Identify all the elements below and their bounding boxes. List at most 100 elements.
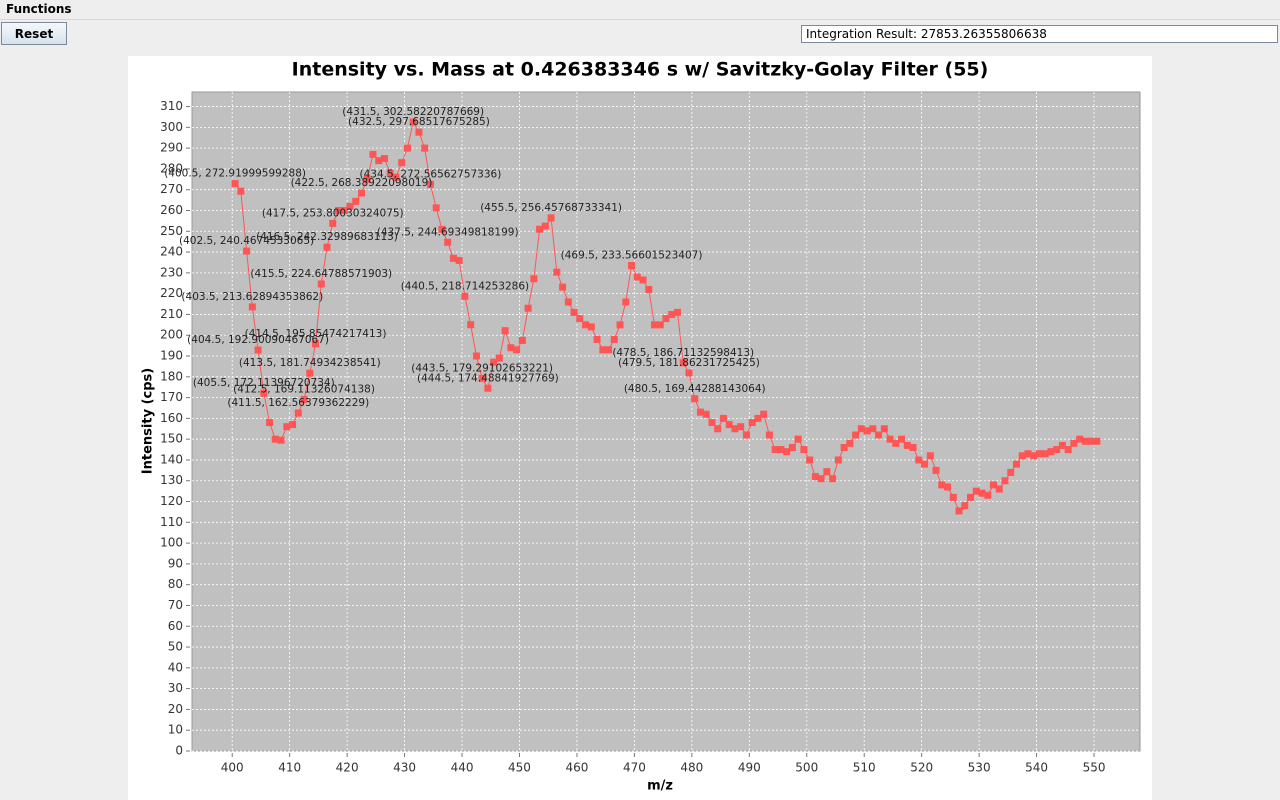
y-tick-label: 270	[160, 182, 183, 196]
data-point	[369, 150, 377, 158]
data-point	[961, 502, 969, 510]
data-point	[921, 460, 929, 468]
data-point	[903, 441, 911, 449]
data-point	[978, 489, 986, 497]
y-tick-label: 170	[160, 390, 183, 404]
data-point	[1018, 452, 1026, 460]
data-label: (455.5, 256.45768733341)	[480, 202, 622, 214]
data-point	[271, 435, 279, 443]
data-point	[507, 344, 515, 352]
data-label: (444.5, 174.48841927769)	[417, 372, 559, 384]
data-point	[1076, 435, 1084, 443]
data-point	[811, 473, 819, 481]
data-point	[599, 346, 607, 354]
data-point	[967, 493, 975, 501]
data-point	[725, 421, 733, 429]
data-point	[1053, 446, 1061, 454]
data-label: (417.5, 253.80030324075)	[262, 207, 404, 219]
data-point	[605, 346, 613, 354]
data-point	[817, 475, 825, 483]
data-point	[593, 335, 601, 343]
data-point	[651, 321, 659, 329]
data-point	[938, 481, 946, 489]
data-point	[1007, 468, 1015, 476]
data-point	[536, 225, 544, 233]
data-point	[564, 298, 572, 306]
y-tick-label: 150	[160, 432, 183, 446]
data-point	[875, 431, 883, 439]
data-point	[748, 419, 756, 427]
data-point	[633, 273, 641, 281]
data-point	[685, 369, 693, 377]
data-point	[386, 169, 394, 177]
y-tick-label: 240	[160, 245, 183, 259]
data-point	[294, 409, 302, 417]
data-point	[995, 485, 1003, 493]
plot-area	[191, 91, 1141, 752]
data-point	[1041, 450, 1049, 458]
x-tick-label: 500	[795, 761, 818, 775]
data-point	[317, 280, 325, 288]
data-point	[1064, 446, 1072, 454]
data-label: (478.5, 186.71132598413)	[612, 347, 754, 359]
data-point	[461, 292, 469, 300]
data-point	[398, 159, 406, 167]
data-point	[852, 431, 860, 439]
data-label: (400.5, 272.91999599288)	[164, 168, 306, 180]
y-tick-label: 0	[175, 744, 183, 758]
y-tick-label: 190	[160, 349, 183, 363]
data-point	[547, 214, 555, 222]
x-tick-label: 450	[508, 761, 531, 775]
data-point	[403, 144, 411, 152]
x-tick-label: 520	[910, 761, 933, 775]
data-point	[656, 321, 664, 329]
data-point	[840, 443, 848, 451]
reset-button[interactable]: Reset	[1, 22, 67, 45]
data-point	[737, 423, 745, 431]
chart-title: Intensity vs. Mass at 0.426383346 s w/ S…	[292, 59, 989, 81]
x-tick-label: 510	[853, 761, 876, 775]
data-point	[266, 419, 274, 427]
data-label: (434.5, 272.56562757336)	[360, 168, 502, 180]
data-point	[777, 446, 785, 454]
data-point	[1087, 437, 1095, 445]
data-point	[1035, 450, 1043, 458]
data-point	[576, 315, 584, 323]
data-point	[645, 285, 653, 293]
data-point	[955, 507, 963, 515]
data-point	[1058, 441, 1066, 449]
data-point	[1070, 439, 1078, 447]
data-point	[696, 408, 704, 416]
y-tick-label: 60	[168, 619, 183, 633]
y-tick-label: 130	[160, 473, 183, 487]
data-point	[771, 446, 779, 454]
data-point	[1047, 448, 1055, 456]
data-label: (413.5, 181.74934238541)	[239, 357, 381, 369]
integration-result-field[interactable]: Integration Result: 27853.26355806638	[801, 25, 1278, 43]
data-point	[283, 423, 291, 431]
data-point	[806, 456, 814, 464]
data-point	[357, 189, 365, 197]
data-point	[829, 475, 837, 483]
data-label: (402.5, 240.4674533065)	[179, 235, 314, 247]
data-point	[898, 435, 906, 443]
data-point	[312, 340, 320, 348]
data-point	[541, 222, 549, 230]
data-point	[628, 261, 636, 269]
data-point	[375, 157, 383, 165]
y-tick-label: 80	[168, 577, 183, 591]
data-point	[794, 435, 802, 443]
x-axis-label: m/z	[647, 779, 673, 794]
data-point	[984, 491, 992, 499]
data-point	[662, 315, 670, 323]
y-tick-label: 300	[160, 120, 183, 134]
data-point	[915, 456, 923, 464]
x-tick-label: 440	[451, 761, 474, 775]
menu-functions[interactable]: Functions	[6, 2, 72, 16]
y-tick-label: 200	[160, 328, 183, 342]
data-label: (432.5, 297.68517675285)	[348, 116, 490, 128]
y-tick-label: 280	[160, 161, 183, 175]
data-point	[449, 254, 457, 262]
data-point	[886, 435, 894, 443]
y-tick-label: 50	[168, 640, 183, 654]
